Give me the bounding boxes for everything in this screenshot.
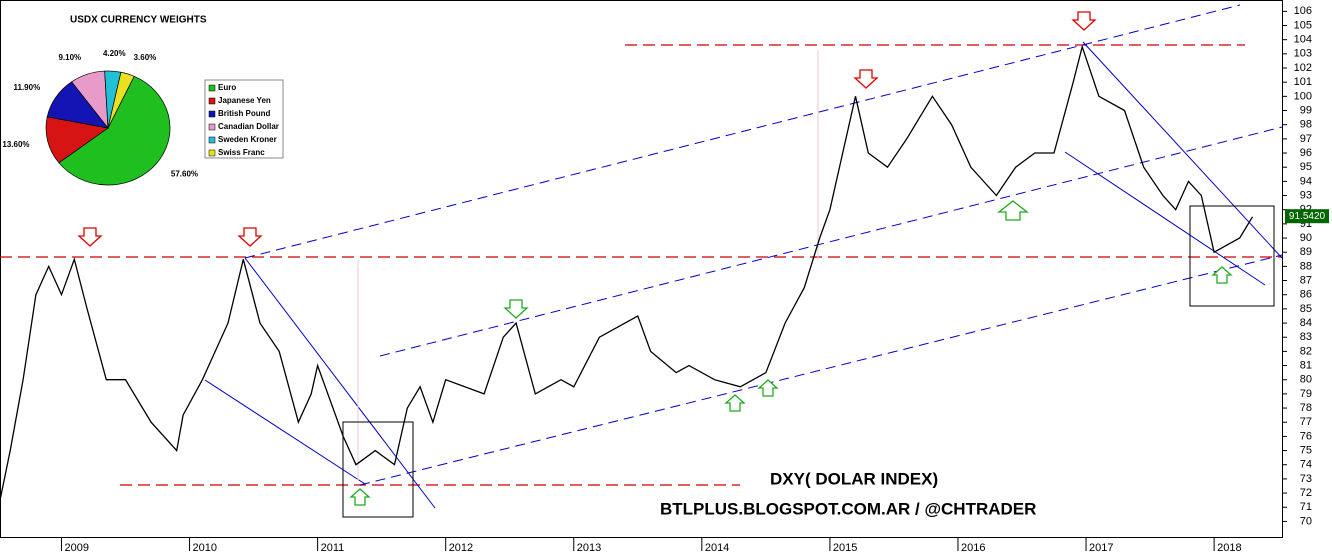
x-tick-label: 2018 [1217,542,1241,554]
y-tick-label: 75 [1300,444,1312,456]
legend-swatch [208,123,216,131]
price-line [0,44,1254,501]
y-tick-label: 96 [1300,147,1312,159]
y-tick-label: 101 [1294,76,1312,88]
annotations [0,4,1283,518]
y-tick-label: 71 [1300,501,1312,513]
y-tick-label: 73 [1300,473,1312,485]
pie-value-label: 4.20% [103,49,126,58]
chart-title: DXY( DOLAR INDEX) [770,469,938,488]
y-tick-label: 84 [1300,317,1312,329]
legend-label: Canadian Dollar [218,122,279,131]
y-tick-label: 90 [1300,232,1312,244]
y-tick-label: 72 [1300,487,1312,499]
y-tick-label: 88 [1300,260,1312,272]
pie-value-label: 9.10% [58,53,81,62]
legend-label: British Pound [218,109,271,118]
legend-label: Swiss Franc [218,148,265,157]
y-tick-label: 105 [1294,19,1312,31]
legend-label: Japanese Yen [218,96,271,105]
x-tick-label: 2013 [577,542,601,554]
y-tick-label: 82 [1300,345,1312,357]
pie-legend [204,79,284,159]
y-tick-label: 79 [1300,388,1312,400]
chart-subtitle: BTLPLUS.BLOGSPOT.COM.AR / @CHTRADER [660,499,1036,518]
y-tick-label: 94 [1300,175,1312,187]
y-tick-label: 87 [1300,274,1312,286]
y-tick-label: 100 [1294,90,1312,102]
y-tick-label: 102 [1294,62,1312,74]
legend-swatch [208,84,216,92]
pie-title: USDX CURRENCY WEIGHTS [70,15,207,26]
y-tick-label: 77 [1300,416,1312,428]
y-tick-label: 85 [1300,303,1312,315]
y-tick-label: 106 [1294,5,1312,17]
x-tick-label: 2012 [449,542,473,554]
pie-slice [107,71,135,129]
x-tick-label: 2017 [1089,542,1113,554]
y-tick-label: 86 [1300,289,1312,301]
y-tick-label: 99 [1300,104,1312,116]
y-tick-label: 89 [1300,246,1312,258]
y-tick-label: 74 [1300,459,1312,471]
pie-value-label: 3.60% [134,53,157,62]
legend-swatch [208,136,216,144]
legend-swatch [208,110,216,118]
pie-value-label: 57.60% [171,169,198,178]
y-tick-label: 97 [1300,133,1312,145]
y-tick-label: 81 [1300,359,1312,371]
pie-value-label: 11.90% [14,83,41,92]
last-price-box [1285,209,1329,224]
pie-slice [45,116,109,164]
x-tick-label: 2009 [64,542,88,554]
y-tick-label: 80 [1300,374,1312,386]
y-tick-label: 104 [1294,34,1312,46]
x-tick-label: 2010 [193,542,217,554]
y-tick-label: 76 [1300,430,1312,442]
plot-frame [0,0,1283,538]
y-tick-label: 103 [1294,48,1312,60]
x-tick-label: 2011 [321,542,345,554]
y-tick-label: 78 [1300,402,1312,414]
y-tick-label: 70 [1300,515,1312,527]
last-price-label: 91.5420 [1289,211,1326,222]
x-tick-label: 2015 [833,542,857,554]
legend-swatch [208,97,216,105]
y-tick-label: 95 [1300,161,1312,173]
legend-swatch [208,149,216,157]
legend-label: Euro [218,83,236,92]
x-tick-label: 2016 [961,542,985,554]
y-tick-label: 93 [1300,189,1312,201]
y-tick-label: 83 [1300,331,1312,343]
pie-value-label: 13.60% [2,140,29,149]
pie-slice [58,75,171,186]
legend-label: Sweden Kroner [218,135,277,144]
y-tick-label: 98 [1300,119,1312,131]
x-tick-label: 2014 [705,542,729,554]
